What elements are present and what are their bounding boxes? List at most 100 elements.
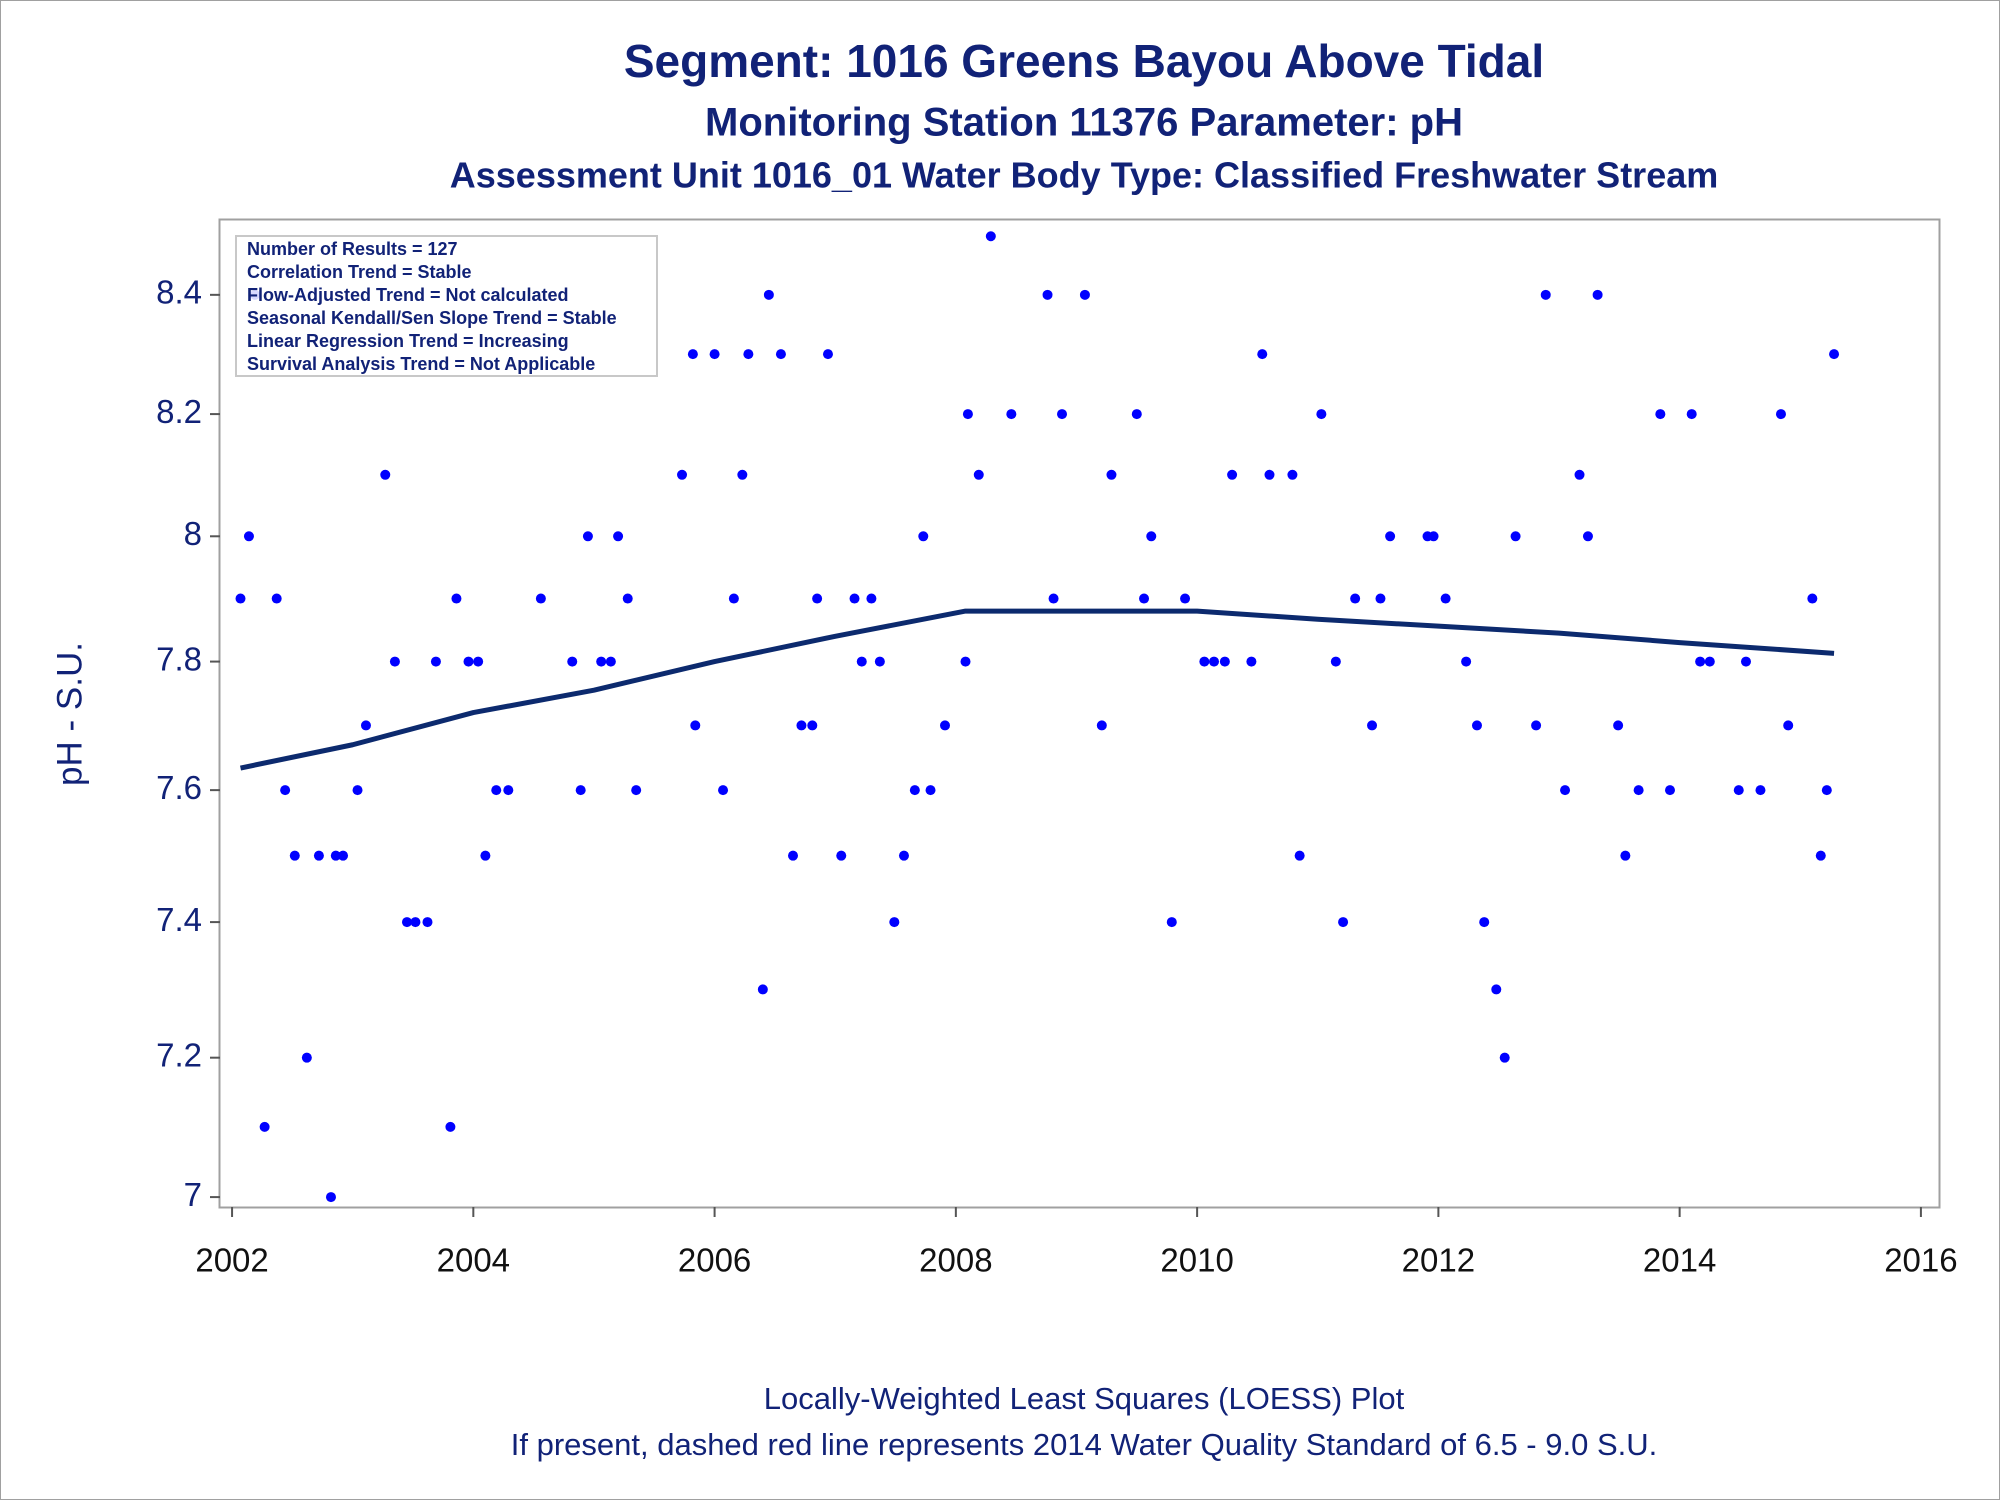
stats-text: Seasonal Kendall/Sen Slope Trend = Stabl… — [247, 308, 617, 328]
data-point — [243, 531, 254, 542]
data-point — [1227, 469, 1238, 480]
stats-text: Correlation Trend = Stable — [247, 262, 472, 282]
data-point — [1199, 656, 1210, 667]
data-point — [1330, 656, 1341, 667]
x-tick-label: 2002 — [195, 1242, 268, 1279]
data-point — [1316, 409, 1327, 420]
data-point — [1350, 593, 1361, 604]
data-point — [849, 593, 860, 604]
data-point — [918, 531, 929, 542]
data-point — [743, 349, 754, 360]
data-point — [1440, 593, 1451, 604]
data-point — [1783, 720, 1794, 731]
data-point — [866, 593, 877, 604]
data-point — [1219, 656, 1230, 667]
data-point — [1180, 593, 1191, 604]
data-point — [1560, 785, 1571, 796]
data-point — [596, 656, 607, 667]
data-point — [1491, 984, 1502, 995]
data-point — [360, 720, 371, 731]
data-point — [1338, 917, 1349, 928]
x-tick-label: 2004 — [437, 1242, 510, 1279]
x-tick-label: 2010 — [1160, 1242, 1233, 1279]
y-axis-label: pH - S.U. — [50, 642, 89, 786]
stats-text: Linear Regression Trend = Increasing — [247, 331, 569, 351]
data-point — [622, 593, 633, 604]
x-tick-label: 2012 — [1402, 1242, 1475, 1279]
data-point — [1209, 656, 1220, 667]
data-point — [605, 656, 616, 667]
y-tick-label: 7.6 — [156, 769, 202, 806]
chart-subtitle: Monitoring Station 11376 Parameter: pH — [705, 101, 1463, 145]
data-point — [613, 531, 624, 542]
chart-subtitle: Assessment Unit 1016_01 Water Body Type:… — [450, 155, 1719, 196]
data-point — [235, 593, 246, 604]
data-point — [1471, 720, 1482, 731]
data-point — [1531, 720, 1542, 731]
data-point — [687, 349, 698, 360]
data-point — [962, 409, 973, 420]
data-point — [1510, 531, 1521, 542]
data-point — [503, 785, 514, 796]
data-point — [1829, 349, 1840, 360]
data-point — [1479, 917, 1490, 928]
data-point — [728, 593, 739, 604]
data-point — [352, 785, 363, 796]
data-point — [1655, 409, 1666, 420]
data-point — [1246, 656, 1257, 667]
data-point — [889, 917, 900, 928]
data-point — [757, 984, 768, 995]
data-point — [1815, 850, 1826, 861]
data-point — [973, 469, 984, 480]
data-point — [1740, 656, 1751, 667]
data-point — [473, 656, 484, 667]
data-point — [1106, 469, 1117, 480]
data-point — [677, 469, 688, 480]
data-point — [259, 1121, 270, 1132]
y-tick-label: 7.4 — [156, 901, 202, 938]
data-point — [1733, 785, 1744, 796]
data-point — [1048, 593, 1059, 604]
data-point — [1146, 531, 1157, 542]
data-point — [856, 656, 867, 667]
data-point — [380, 469, 391, 480]
data-point — [1367, 720, 1378, 731]
data-point — [1057, 409, 1068, 420]
data-point — [445, 1121, 456, 1132]
data-point — [410, 917, 421, 928]
data-point — [1166, 917, 1177, 928]
x-tick-label: 2006 — [678, 1242, 751, 1279]
footnote: If present, dashed red line represents 2… — [511, 1427, 1658, 1462]
data-point — [289, 850, 300, 861]
y-tick-label: 7 — [184, 1176, 202, 1213]
x-tick-label: 2008 — [919, 1242, 992, 1279]
data-point — [1139, 593, 1150, 604]
data-point — [1079, 289, 1090, 300]
x-tick-label: 2016 — [1884, 1242, 1957, 1279]
loess-line — [240, 608, 1835, 771]
data-point — [567, 656, 578, 667]
plot-frame — [218, 218, 1941, 1209]
data-point — [1131, 409, 1142, 420]
data-point — [535, 593, 546, 604]
data-point — [491, 785, 502, 796]
data-point — [1633, 785, 1644, 796]
data-point — [631, 785, 642, 796]
data-point — [1385, 531, 1396, 542]
y-tick-label: 8 — [184, 515, 202, 552]
data-point — [1257, 349, 1268, 360]
data-point — [389, 656, 400, 667]
data-point — [1704, 656, 1715, 667]
data-point — [898, 850, 909, 861]
data-point — [1006, 409, 1017, 420]
data-point — [1620, 850, 1631, 861]
stats-text: Number of Results = 127 — [247, 239, 458, 259]
data-point — [1695, 656, 1706, 667]
data-point — [338, 850, 349, 861]
data-point — [737, 469, 748, 480]
data-point — [1821, 785, 1832, 796]
stats-box — [235, 235, 658, 377]
data-point — [788, 850, 798, 861]
data-point — [807, 720, 818, 731]
